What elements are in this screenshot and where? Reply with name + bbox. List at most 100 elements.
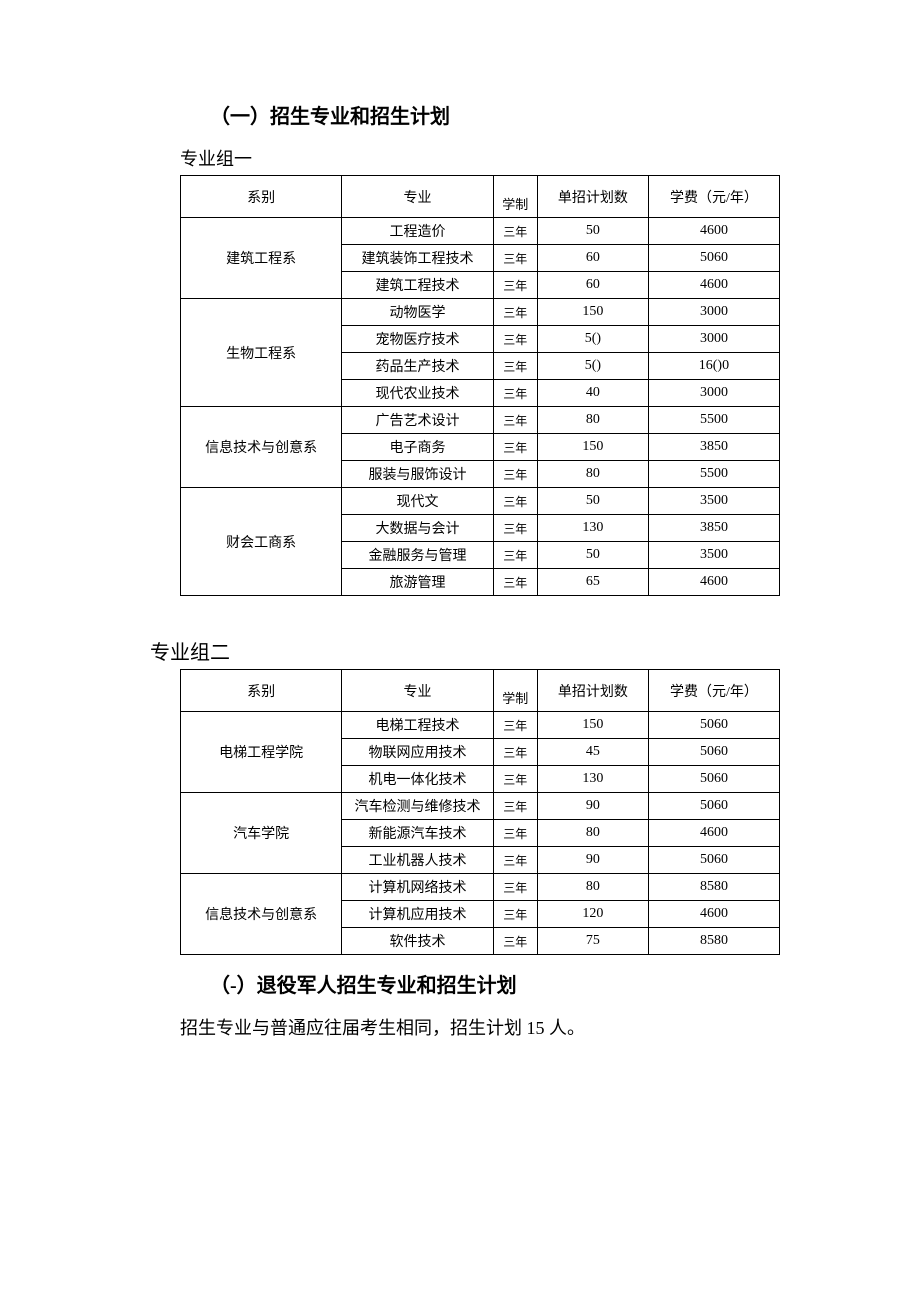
cell-duration: 三年 xyxy=(493,739,537,766)
table-row: 建筑工程系工程造价三年504600 xyxy=(181,218,780,245)
cell-fee: 3850 xyxy=(648,434,779,461)
cell-major: 宠物医疗技术 xyxy=(342,326,493,353)
cell-count: 90 xyxy=(537,847,648,874)
group1-label: 专业组一 xyxy=(180,145,790,171)
header-dept: 系别 xyxy=(181,176,342,218)
table-row: 生物工程系动物医学三年1503000 xyxy=(181,299,780,326)
header-fee: 学费（元/年） xyxy=(648,176,779,218)
header-duration: 学制 xyxy=(493,176,537,218)
cell-major: 动物医学 xyxy=(342,299,493,326)
cell-major: 物联网应用技术 xyxy=(342,739,493,766)
cell-fee: 4600 xyxy=(648,218,779,245)
cell-fee: 5060 xyxy=(648,847,779,874)
cell-major: 旅游管理 xyxy=(342,569,493,596)
cell-duration: 三年 xyxy=(493,245,537,272)
cell-fee: 5060 xyxy=(648,766,779,793)
table-row: 信息技术与创意系广告艺术设计三年805500 xyxy=(181,407,780,434)
cell-fee: 4600 xyxy=(648,901,779,928)
cell-duration: 三年 xyxy=(493,820,537,847)
cell-fee: 3000 xyxy=(648,299,779,326)
cell-major: 计算机应用技术 xyxy=(342,901,493,928)
cell-count: 50 xyxy=(537,542,648,569)
header-count: 单招计划数 xyxy=(537,670,648,712)
cell-fee: 5060 xyxy=(648,793,779,820)
cell-fee: 8580 xyxy=(648,874,779,901)
cell-duration: 三年 xyxy=(493,407,537,434)
cell-duration: 三年 xyxy=(493,928,537,955)
section-2-title: （-）退役军人招生专业和招生计划 xyxy=(210,969,790,998)
cell-duration: 三年 xyxy=(493,569,537,596)
cell-count: 5() xyxy=(537,326,648,353)
cell-count: 130 xyxy=(537,766,648,793)
cell-major: 建筑装饰工程技术 xyxy=(342,245,493,272)
cell-duration: 三年 xyxy=(493,874,537,901)
header-dept: 系别 xyxy=(181,670,342,712)
cell-fee: 16()0 xyxy=(648,353,779,380)
cell-count: 50 xyxy=(537,488,648,515)
cell-count: 150 xyxy=(537,712,648,739)
cell-fee: 5060 xyxy=(648,712,779,739)
cell-count: 65 xyxy=(537,569,648,596)
cell-count: 80 xyxy=(537,820,648,847)
cell-duration: 三年 xyxy=(493,712,537,739)
cell-duration: 三年 xyxy=(493,218,537,245)
cell-major: 新能源汽车技术 xyxy=(342,820,493,847)
header-major: 专业 xyxy=(342,670,493,712)
cell-fee: 5060 xyxy=(648,245,779,272)
cell-count: 5() xyxy=(537,353,648,380)
cell-major: 机电一体化技术 xyxy=(342,766,493,793)
cell-duration: 三年 xyxy=(493,353,537,380)
cell-duration: 三年 xyxy=(493,380,537,407)
cell-duration: 三年 xyxy=(493,793,537,820)
cell-major: 建筑工程技术 xyxy=(342,272,493,299)
cell-dept: 信息技术与创意系 xyxy=(181,874,342,955)
table-header-row: 系别 专业 学制 单招计划数 学费（元/年） xyxy=(181,670,780,712)
table-row: 汽车学院汽车检测与维修技术三年905060 xyxy=(181,793,780,820)
cell-count: 150 xyxy=(537,299,648,326)
table-header-row: 系别 专业 学制 单招计划数 学费（元/年） xyxy=(181,176,780,218)
cell-duration: 三年 xyxy=(493,488,537,515)
cell-duration: 三年 xyxy=(493,461,537,488)
table-row: 电梯工程学院电梯工程技术三年1505060 xyxy=(181,712,780,739)
cell-major: 软件技术 xyxy=(342,928,493,955)
cell-major: 汽车检测与维修技术 xyxy=(342,793,493,820)
cell-fee: 8580 xyxy=(648,928,779,955)
cell-major: 金融服务与管理 xyxy=(342,542,493,569)
cell-dept: 汽车学院 xyxy=(181,793,342,874)
cell-major: 工程造价 xyxy=(342,218,493,245)
section-2-text: 招生专业与普通应往届考生相同，招生计划 15 人。 xyxy=(180,1014,790,1040)
cell-fee: 3000 xyxy=(648,380,779,407)
cell-count: 130 xyxy=(537,515,648,542)
cell-duration: 三年 xyxy=(493,326,537,353)
header-fee: 学费（元/年） xyxy=(648,670,779,712)
cell-count: 90 xyxy=(537,793,648,820)
cell-major: 现代文 xyxy=(342,488,493,515)
cell-fee: 5500 xyxy=(648,461,779,488)
table-group2: 系别 专业 学制 单招计划数 学费（元/年） 电梯工程学院电梯工程技术三年150… xyxy=(180,669,780,955)
cell-dept: 信息技术与创意系 xyxy=(181,407,342,488)
cell-duration: 三年 xyxy=(493,515,537,542)
cell-duration: 三年 xyxy=(493,766,537,793)
cell-duration: 三年 xyxy=(493,542,537,569)
cell-fee: 3500 xyxy=(648,488,779,515)
cell-fee: 4600 xyxy=(648,820,779,847)
cell-count: 75 xyxy=(537,928,648,955)
header-major: 专业 xyxy=(342,176,493,218)
cell-major: 药品生产技术 xyxy=(342,353,493,380)
cell-fee: 3850 xyxy=(648,515,779,542)
section-1-title: （一）招生专业和招生计划 xyxy=(210,100,790,129)
cell-dept: 电梯工程学院 xyxy=(181,712,342,793)
cell-count: 150 xyxy=(537,434,648,461)
cell-count: 60 xyxy=(537,272,648,299)
cell-duration: 三年 xyxy=(493,901,537,928)
cell-fee: 5060 xyxy=(648,739,779,766)
table-group1: 系别 专业 学制 单招计划数 学费（元/年） 建筑工程系工程造价三年504600… xyxy=(180,175,780,596)
header-count: 单招计划数 xyxy=(537,176,648,218)
cell-major: 电梯工程技术 xyxy=(342,712,493,739)
cell-major: 计算机网络技术 xyxy=(342,874,493,901)
cell-duration: 三年 xyxy=(493,299,537,326)
cell-duration: 三年 xyxy=(493,272,537,299)
cell-fee: 3500 xyxy=(648,542,779,569)
cell-fee: 4600 xyxy=(648,272,779,299)
cell-major: 大数据与会计 xyxy=(342,515,493,542)
